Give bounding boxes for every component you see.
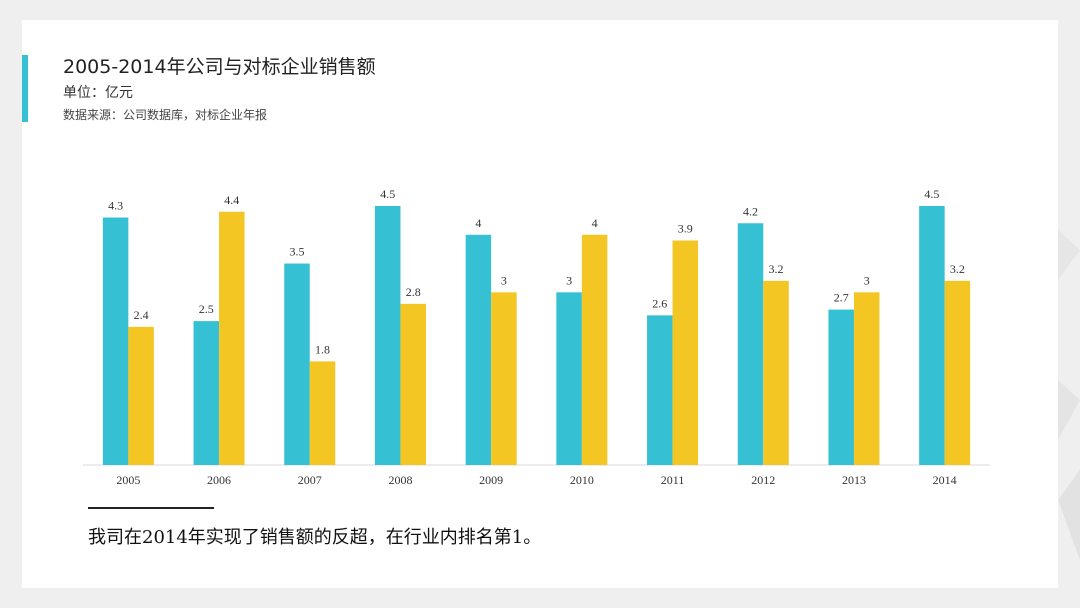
x-tick-label: 2008 [388, 473, 412, 487]
unit-label: 单位：亿元 [63, 85, 133, 101]
conclusion-text: 我司在2014年实现了销售额的反超，在行业内排名第1。 [88, 527, 542, 548]
bar [828, 309, 854, 465]
data-label: 2.7 [834, 291, 849, 305]
data-label: 3 [566, 273, 572, 287]
x-tick-label: 2011 [661, 473, 685, 487]
data-label: 3.5 [290, 245, 305, 259]
data-label: 3 [864, 273, 870, 287]
data-label: 3.2 [769, 262, 784, 276]
bar [919, 206, 945, 465]
bar [581, 234, 608, 465]
data-label: 4 [592, 216, 598, 230]
bar [193, 321, 220, 465]
x-tick-label: 2009 [479, 473, 503, 487]
bar [672, 240, 699, 465]
source-note: 数据来源：公司数据库，对标企业年报 [63, 108, 268, 122]
bar [284, 263, 310, 465]
card [22, 20, 1058, 588]
data-label: 4.5 [924, 187, 939, 201]
x-tick-label: 2012 [751, 473, 775, 487]
bar [102, 217, 129, 465]
bar [737, 223, 764, 465]
bar [219, 211, 245, 465]
chart-title: 2005-2014年公司与对标企业销售额 [63, 56, 376, 78]
data-label: 4.5 [380, 187, 395, 201]
data-label: 2.6 [652, 296, 667, 310]
data-label: 2.4 [134, 308, 149, 322]
bar [944, 280, 971, 465]
accent-bar [22, 55, 28, 122]
divider [88, 507, 214, 509]
bar [128, 326, 154, 465]
bar [853, 292, 880, 465]
bar [556, 292, 582, 465]
x-tick-label: 2013 [842, 473, 866, 487]
bar [491, 292, 517, 465]
data-label: 2.8 [406, 285, 421, 299]
bar [763, 280, 789, 465]
data-label: 3.9 [678, 222, 693, 236]
x-tick-label: 2007 [298, 473, 322, 487]
x-tick-label: 2005 [116, 473, 140, 487]
data-label: 4 [475, 216, 481, 230]
x-tick-label: 2006 [207, 473, 231, 487]
bar [309, 361, 336, 465]
x-tick-label: 2010 [570, 473, 594, 487]
bar [647, 315, 673, 465]
data-label: 1.8 [315, 342, 330, 356]
data-label: 4.4 [224, 193, 239, 207]
data-label: 3 [501, 273, 507, 287]
bar [374, 206, 401, 465]
data-label: 2.5 [199, 302, 214, 316]
bar [400, 303, 426, 465]
data-label: 3.2 [950, 262, 965, 276]
data-label: 4.3 [108, 199, 123, 213]
x-tick-label: 2014 [933, 473, 957, 487]
data-label: 4.2 [743, 204, 758, 218]
bar [465, 234, 492, 465]
